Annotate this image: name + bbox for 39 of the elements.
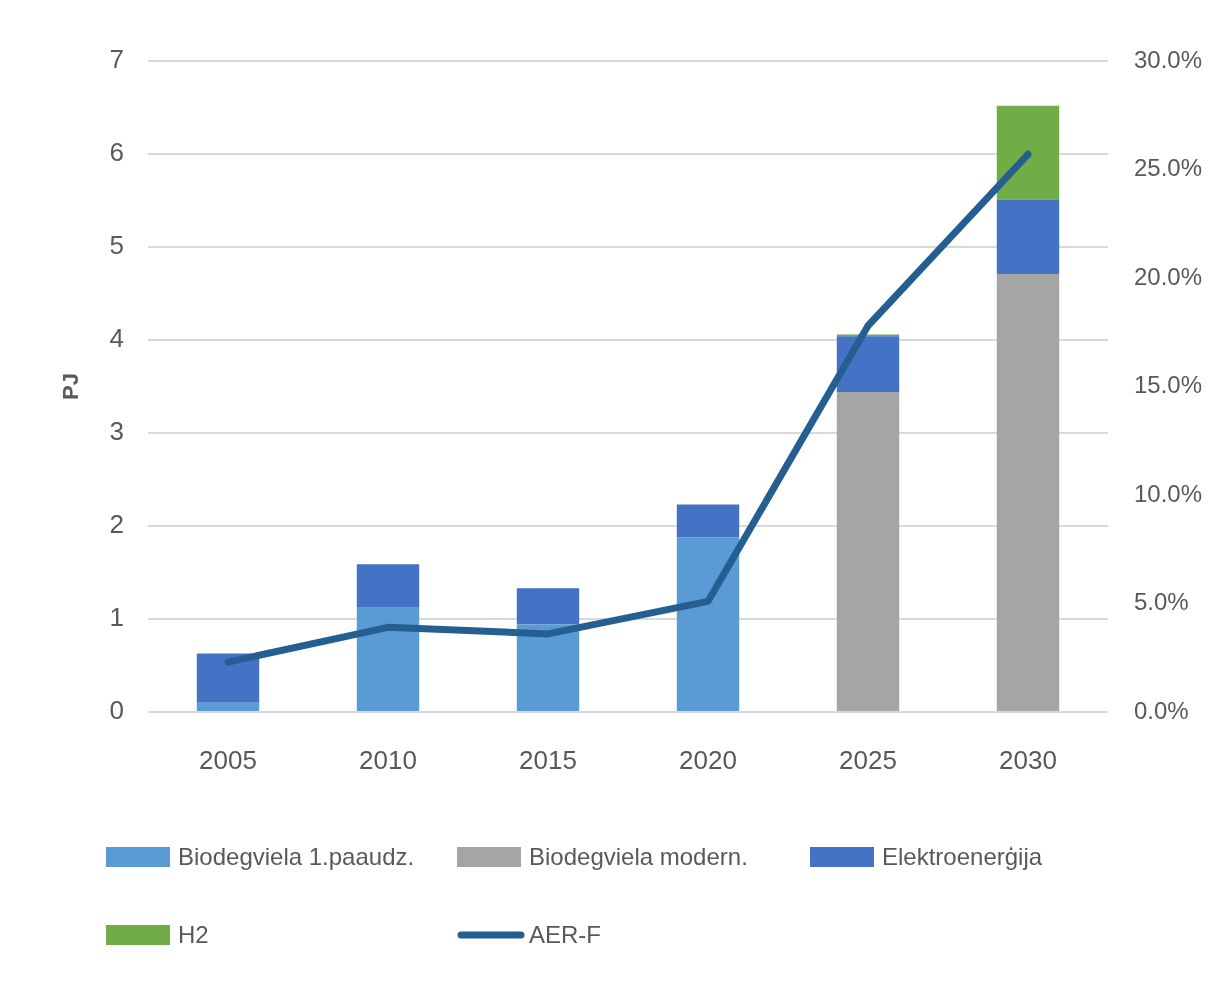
y-tick-label: 2 [109, 509, 124, 540]
y2-tick-label: 15.0% [1134, 371, 1203, 399]
x-tick-label: 2005 [199, 744, 257, 775]
y-tick-label: 0 [109, 695, 124, 726]
y-tick-label: 4 [109, 323, 124, 354]
x-tick-label: 2025 [839, 744, 897, 775]
bar [676, 504, 740, 538]
bar [996, 273, 1060, 711]
y2-tick-label: 25.0% [1134, 154, 1203, 182]
y2-tick-label: 5.0% [1134, 588, 1189, 616]
x-tick-label: 2030 [999, 744, 1057, 775]
x-tick-label: 2015 [519, 744, 577, 775]
bar [196, 702, 260, 711]
legend-label: AER-F [529, 920, 601, 948]
bar [516, 624, 580, 711]
bar [516, 588, 580, 625]
bar [836, 392, 900, 711]
bar [996, 105, 1060, 200]
x-tick-label: 2020 [679, 744, 737, 775]
y-tick-label: 1 [109, 602, 124, 633]
legend-label: Biodegviela 1.paaudz. [178, 842, 415, 870]
bar [356, 607, 420, 711]
y2-tick-label: 20.0% [1134, 262, 1203, 290]
y-tick-label: 7 [109, 44, 124, 75]
y2-tick-label: 30.0% [1134, 45, 1203, 73]
x-tick-label: 2010 [359, 744, 417, 775]
legend-label: Elektroenerģija [882, 842, 1043, 870]
legend-label: H2 [178, 920, 209, 948]
y2-tick-label: 0.0% [1134, 696, 1189, 724]
bar [676, 537, 740, 711]
y2-tick-label: 10.0% [1134, 479, 1203, 507]
y-tick-label: 6 [109, 137, 124, 168]
bar [356, 564, 420, 608]
y-axis-title: PJ [58, 373, 84, 400]
bar [196, 653, 260, 703]
y-tick-label: 5 [109, 230, 124, 261]
legend-label: Biodegviela modern. [529, 842, 748, 870]
bar [996, 199, 1060, 274]
y-tick-label: 3 [109, 416, 124, 447]
